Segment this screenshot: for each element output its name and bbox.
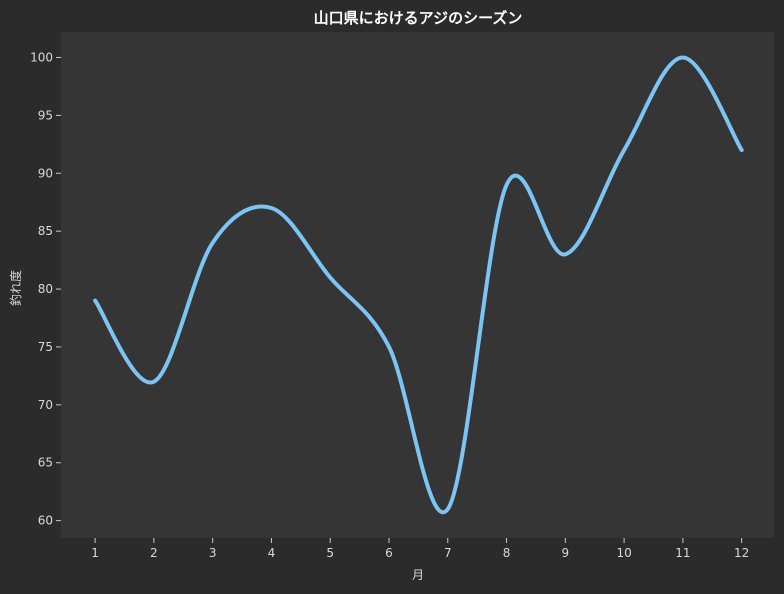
x-tick-label: 3 [209, 546, 217, 560]
y-tick-label: 70 [38, 398, 53, 412]
y-tick-label: 100 [30, 50, 53, 64]
y-tick-label: 95 [38, 108, 53, 122]
x-tick-label: 4 [268, 546, 276, 560]
x-tick-label: 2 [150, 546, 158, 560]
x-tick-label: 6 [385, 546, 393, 560]
x-tick-label: 11 [675, 546, 690, 560]
x-tick-label: 10 [616, 546, 631, 560]
y-tick-label: 75 [38, 340, 53, 354]
plot-area [61, 32, 774, 538]
chart-title: 山口県におけるアジのシーズン [314, 9, 523, 27]
y-axis-ticks: 60 65 70 75 80 85 90 95 100 [30, 50, 61, 528]
series-line [93, 55, 744, 515]
y-axis-label: 釣れ度 [8, 270, 23, 306]
y-tick-label: 80 [38, 282, 53, 296]
y-tick-label: 65 [38, 456, 53, 470]
y-tick-label: 85 [38, 224, 53, 238]
x-tick-label: 9 [562, 546, 570, 560]
y-tick-label: 60 [38, 514, 53, 528]
y-tick-label: 90 [38, 166, 53, 180]
x-tick-label: 5 [326, 546, 334, 560]
x-axis-ticks: 1 2 3 4 5 6 7 8 9 10 11 12 [91, 538, 749, 560]
x-axis-label: 月 [412, 568, 424, 582]
x-tick-label: 8 [503, 546, 511, 560]
x-tick-label: 12 [734, 546, 749, 560]
x-tick-label: 1 [91, 546, 99, 560]
x-tick-label: 7 [444, 546, 452, 560]
